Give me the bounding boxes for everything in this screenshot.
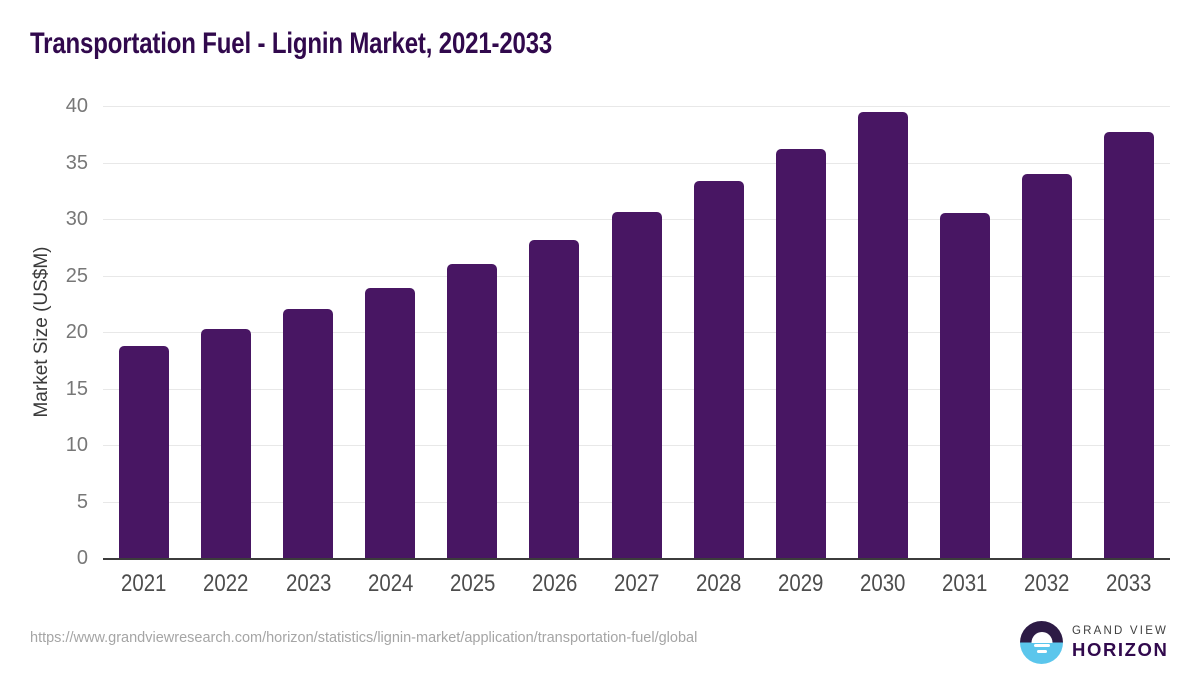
plot-area [103,106,1170,560]
x-tick-label: 2021 [121,570,167,597]
horizon-sun-logo-icon [1020,621,1063,664]
bar-2029[interactable] [775,148,826,558]
bar-2021[interactable] [119,345,170,558]
y-tick-label: 5 [76,490,88,513]
y-tick-label: 35 [65,151,88,174]
bar-slot [595,106,677,558]
x-axis-tick-labels: 2021 2022 2023 2024 2025 2026 2027 2028 2029 2030… [103,571,1170,597]
bar-2023[interactable] [283,309,334,558]
y-axis-tick-labels: 0 5 10 15 20 25 30 35 40 [0,96,88,568]
bar-slot [1088,106,1170,558]
bar-slot [103,106,185,558]
bar-2026[interactable] [529,240,580,558]
x-tick-label: 2023 [285,570,331,597]
y-tick-label: 40 [65,95,88,117]
y-tick-label: 30 [65,208,88,230]
bar-slot [349,106,431,558]
bar-2024[interactable] [365,287,416,558]
bars-container [103,106,1170,558]
x-tick-label: 2029 [777,570,824,597]
bar-slot [842,106,924,558]
bar-slot [267,106,349,558]
bar-2027[interactable] [611,212,662,558]
gridline [103,106,1170,107]
bar-slot [760,106,842,558]
brand-name-top: GRAND VIEW [1072,624,1169,637]
y-tick-label: 0 [76,547,88,569]
x-tick-label: 2033 [1106,570,1152,597]
bar-slot [513,106,595,558]
bar-2032[interactable] [1021,173,1072,558]
x-tick-label: 2024 [367,570,413,597]
x-tick-label: 2026 [531,570,578,597]
y-tick-label: 10 [65,434,88,456]
x-tick-label: 2030 [860,570,906,597]
gridline [103,162,1170,164]
bar-slot [431,106,513,558]
bar-2030[interactable] [857,111,908,558]
x-tick-label: 2028 [695,570,742,597]
bar-slot [1006,106,1088,558]
bar-2033[interactable] [1103,132,1154,558]
sun-reflection-icon [1036,649,1047,653]
bar-2022[interactable] [201,328,252,558]
x-tick-label: 2022 [203,570,249,597]
chart-title: Transportation Fuel - Lignin Market, 202… [30,27,553,60]
bar-2025[interactable] [447,264,498,558]
source-url: https://www.grandviewresearch.com/horizo… [30,630,698,646]
y-tick-label: 15 [65,377,88,400]
bar-slot [678,106,760,558]
x-tick-label: 2027 [613,570,660,597]
x-tick-label: 2031 [942,570,988,597]
bar-slot [185,106,267,558]
y-tick-label: 20 [65,321,88,343]
sun-icon [1031,632,1052,643]
y-tick-label: 25 [65,264,88,287]
x-tick-label: 2032 [1024,570,1070,597]
bar-2028[interactable] [693,180,744,558]
bar-slot [924,106,1006,558]
sun-reflection-icon [1033,643,1050,648]
brand-logo-text: GRAND VIEW HORIZON [1072,624,1169,660]
brand-logo: GRAND VIEW HORIZON [1020,621,1169,664]
brand-name-bottom: HORIZON [1072,639,1169,660]
bar-2031[interactable] [939,213,990,558]
x-tick-label: 2025 [449,570,496,597]
